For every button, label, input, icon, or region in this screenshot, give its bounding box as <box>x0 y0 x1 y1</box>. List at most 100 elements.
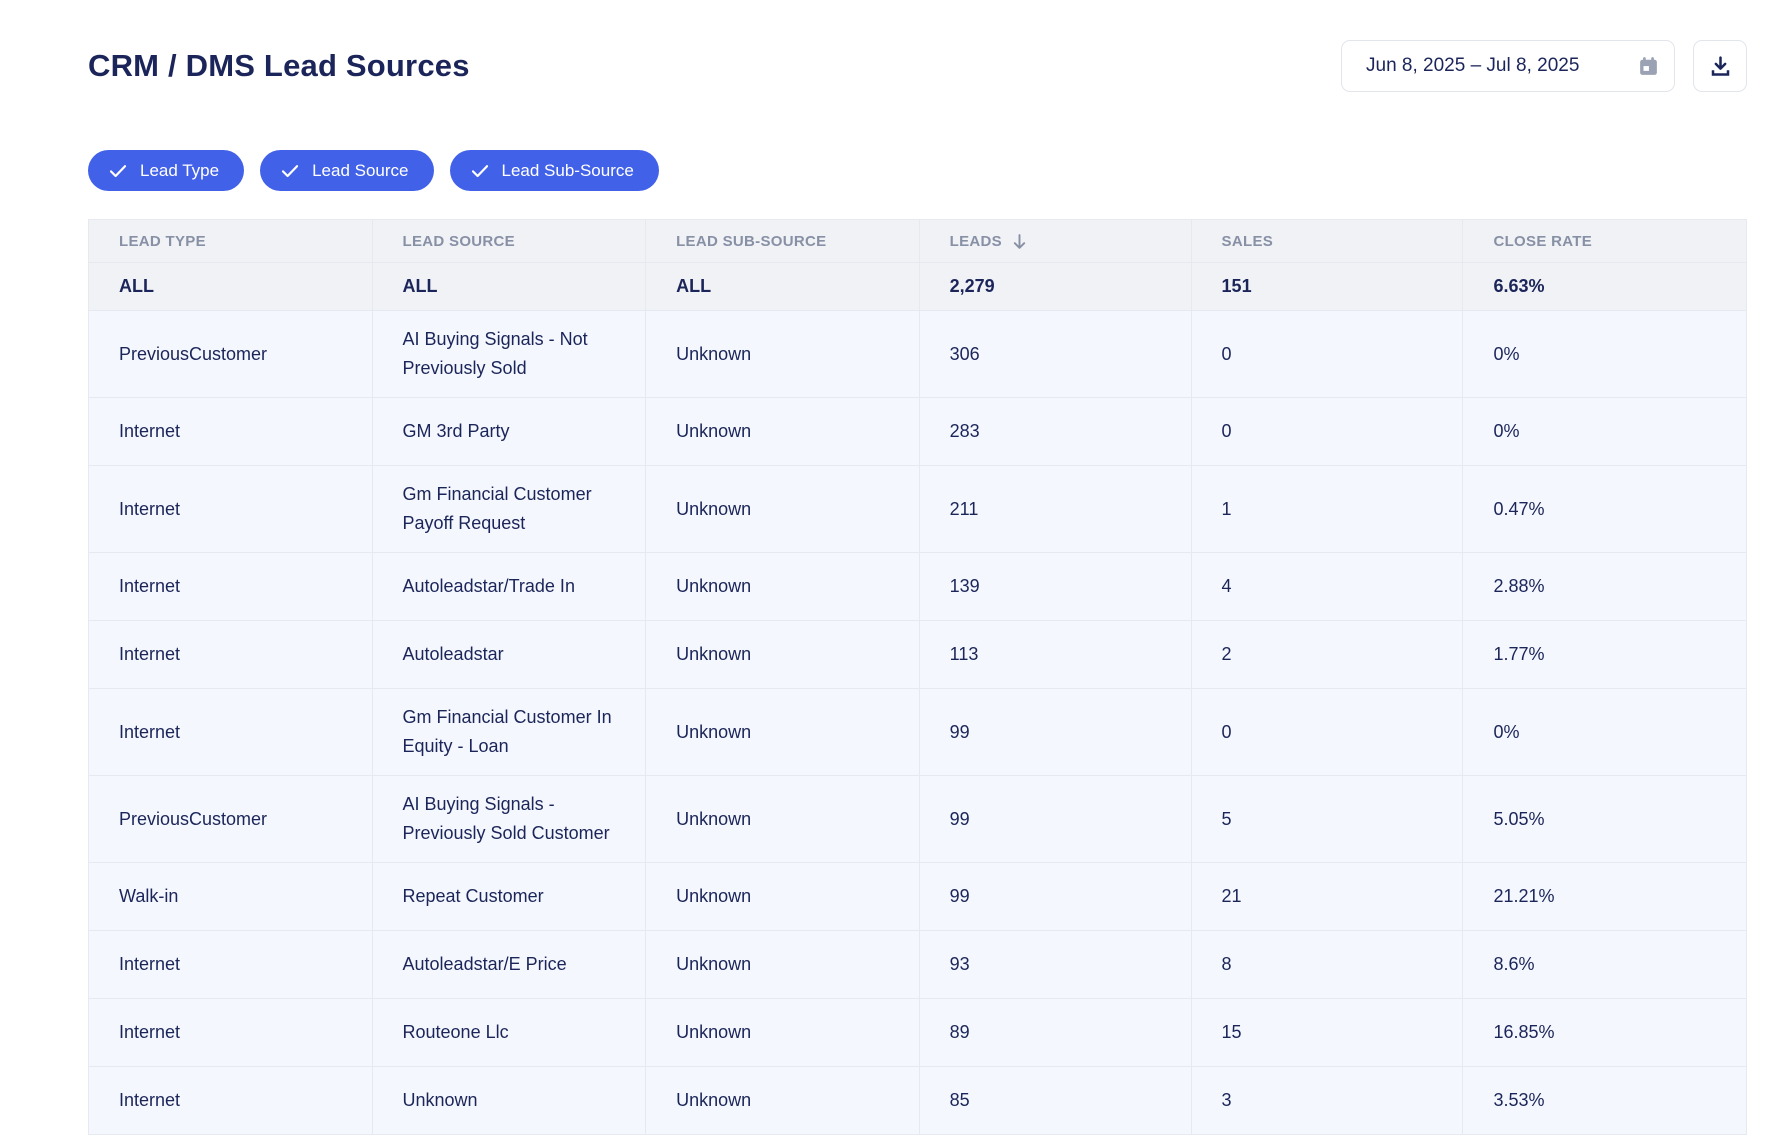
table-wrap: LEAD TYPE LEAD SOURCE LEAD SUB-SOURCE LE… <box>88 219 1747 1135</box>
page: CRM / DMS Lead Sources Jun 8, 2025 – Jul… <box>88 40 1747 1135</box>
check-icon <box>109 164 127 178</box>
table-row: Internet GM 3rd Party Unknown 283 0 0% <box>88 397 1747 466</box>
cell-lead-type: PreviousCustomer <box>88 310 373 398</box>
cell-sales: 151 <box>1190 262 1464 311</box>
cell-lead-source: Gm Financial Customer In Equity - Loan <box>371 688 647 776</box>
cell-sales: 0 <box>1190 397 1464 466</box>
cell-lead-source: Autoleadstar/Trade In <box>371 552 647 621</box>
check-icon <box>281 164 299 178</box>
calendar-icon <box>1637 55 1660 78</box>
cell-lead-source: Routeone Llc <box>371 998 647 1067</box>
column-header-lead-source[interactable]: LEAD SOURCE <box>371 219 647 263</box>
cell-leads: 211 <box>918 465 1192 553</box>
table-row: Internet Autoleadstar/Trade In Unknown 139 4… <box>88 552 1747 621</box>
cell-leads: 99 <box>918 775 1192 863</box>
cell-lead-source: Autoleadstar/E Price <box>371 930 647 999</box>
cell-leads: 99 <box>918 862 1192 931</box>
cell-lead-source: AI Buying Signals - Previously Sold Cust… <box>371 775 647 863</box>
table-row: Internet Gm Financial Customer In Equity … <box>88 688 1747 776</box>
cell-leads: 85 <box>918 1066 1192 1135</box>
cell-lead-sub-source: Unknown <box>645 775 920 863</box>
cell-lead-source: AI Buying Signals - Not Previously Sold <box>371 310 647 398</box>
cell-lead-type: Internet <box>88 465 373 553</box>
cell-lead-sub-source: ALL <box>645 262 920 311</box>
lead-sources-table: LEAD TYPE LEAD SOURCE LEAD SUB-SOURCE LE… <box>88 219 1747 1135</box>
table-header-row: LEAD TYPE LEAD SOURCE LEAD SUB-SOURCE LE… <box>88 219 1747 263</box>
cell-leads: 306 <box>918 310 1192 398</box>
cell-sales: 2 <box>1190 620 1464 689</box>
date-range-picker[interactable]: Jun 8, 2025 – Jul 8, 2025 <box>1341 40 1675 92</box>
filter-pill-lead-sub-source[interactable]: Lead Sub-Source <box>449 150 659 191</box>
cell-close-rate: 0% <box>1462 397 1747 466</box>
cell-lead-sub-source: Unknown <box>645 688 920 776</box>
cell-lead-type: ALL <box>88 262 373 311</box>
cell-lead-type: Internet <box>88 552 373 621</box>
cell-lead-type: PreviousCustomer <box>88 775 373 863</box>
filter-pill-lead-source[interactable]: Lead Source <box>260 150 434 191</box>
cell-lead-source: Unknown <box>371 1066 647 1135</box>
cell-lead-sub-source: Unknown <box>645 552 920 621</box>
table-row: Internet Routeone Llc Unknown 89 15 16.85% <box>88 998 1747 1067</box>
column-label: LEAD TYPE <box>119 232 206 250</box>
column-label: LEAD SUB-SOURCE <box>676 232 827 250</box>
cell-sales: 1 <box>1190 465 1464 553</box>
column-header-lead-type[interactable]: LEAD TYPE <box>88 219 373 263</box>
cell-close-rate: 5.05% <box>1462 775 1747 863</box>
cell-close-rate: 21.21% <box>1462 862 1747 931</box>
filter-pill-label: Lead Type <box>140 160 220 180</box>
cell-lead-sub-source: Unknown <box>645 1066 920 1135</box>
sort-desc-icon <box>1012 233 1027 250</box>
header-controls: Jun 8, 2025 – Jul 8, 2025 <box>1341 40 1747 92</box>
cell-lead-sub-source: Unknown <box>645 397 920 466</box>
cell-leads: 89 <box>918 998 1192 1067</box>
cell-sales: 21 <box>1190 862 1464 931</box>
date-range-value: Jun 8, 2025 – Jul 8, 2025 <box>1366 55 1580 76</box>
page-title: CRM / DMS Lead Sources <box>88 48 470 83</box>
cell-close-rate: 6.63% <box>1462 262 1747 311</box>
cell-close-rate: 1.77% <box>1462 620 1747 689</box>
column-header-sales[interactable]: SALES <box>1190 219 1464 263</box>
filter-pill-lead-type[interactable]: Lead Type <box>88 150 245 191</box>
cell-close-rate: 0.47% <box>1462 465 1747 553</box>
column-label: CLOSE RATE <box>1493 232 1593 250</box>
cell-lead-type: Internet <box>88 620 373 689</box>
cell-lead-source: ALL <box>371 262 647 311</box>
column-header-close-rate[interactable]: CLOSE RATE <box>1462 219 1747 263</box>
cell-lead-type: Internet <box>88 1066 373 1135</box>
table-row: PreviousCustomer AI Buying Signals - Not … <box>88 310 1747 398</box>
table-row: Internet Autoleadstar/E Price Unknown 93 8 8.… <box>88 930 1747 999</box>
column-header-lead-sub-source[interactable]: LEAD SUB-SOURCE <box>645 219 920 263</box>
column-label: LEADS <box>949 232 1002 250</box>
cell-lead-source: Autoleadstar <box>371 620 647 689</box>
topbar: CRM / DMS Lead Sources Jun 8, 2025 – Jul… <box>88 40 1747 92</box>
download-button[interactable] <box>1693 40 1747 92</box>
cell-sales: 5 <box>1190 775 1464 863</box>
cell-sales: 4 <box>1190 552 1464 621</box>
totals-row: ALL ALL ALL 2,279 151 6.63% <box>88 262 1747 311</box>
cell-close-rate: 0% <box>1462 310 1747 398</box>
cell-lead-type: Internet <box>88 688 373 776</box>
column-label: LEAD SOURCE <box>402 232 515 250</box>
cell-lead-type: Internet <box>88 397 373 466</box>
table-row: Internet Autoleadstar Unknown 113 2 1.77% <box>88 620 1747 689</box>
cell-lead-source: Gm Financial Customer Payoff Request <box>371 465 647 553</box>
cell-sales: 15 <box>1190 998 1464 1067</box>
cell-leads: 99 <box>918 688 1192 776</box>
cell-lead-type: Walk-in <box>88 862 373 931</box>
cell-leads: 93 <box>918 930 1192 999</box>
cell-sales: 0 <box>1190 688 1464 776</box>
filter-pills: Lead Type Lead Source Lead Sub-Source <box>88 150 1747 191</box>
cell-leads: 283 <box>918 397 1192 466</box>
table-row: PreviousCustomer AI Buying Signals - Prev… <box>88 775 1747 863</box>
cell-lead-sub-source: Unknown <box>645 930 920 999</box>
cell-lead-type: Internet <box>88 998 373 1067</box>
cell-lead-sub-source: Unknown <box>645 862 920 931</box>
cell-close-rate: 2.88% <box>1462 552 1747 621</box>
filter-pill-label: Lead Source <box>312 160 409 180</box>
table-row: Walk-in Repeat Customer Unknown 99 21 21.21% <box>88 862 1747 931</box>
cell-sales: 8 <box>1190 930 1464 999</box>
cell-leads: 139 <box>918 552 1192 621</box>
cell-close-rate: 8.6% <box>1462 930 1747 999</box>
cell-lead-sub-source: Unknown <box>645 465 920 553</box>
column-header-leads[interactable]: LEADS <box>918 219 1192 263</box>
